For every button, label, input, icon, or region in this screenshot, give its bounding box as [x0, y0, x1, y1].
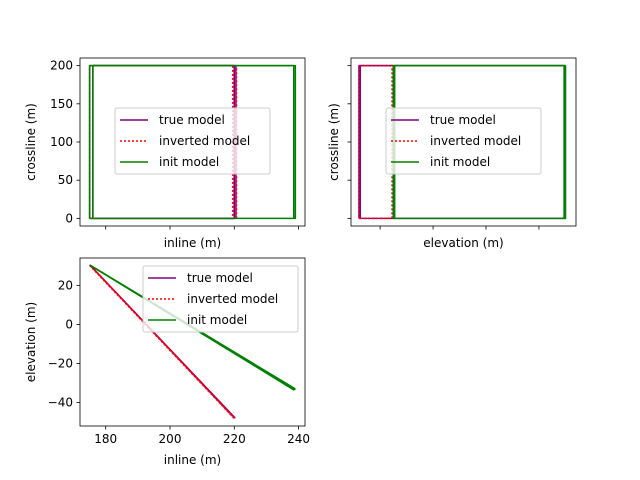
x-axis-label: inline (m): [164, 236, 221, 250]
y-tick-label: 50: [58, 173, 73, 187]
legend: true model inverted model init model: [142, 265, 299, 333]
series-inverted-model-line: [358, 64, 393, 220]
series-inverted-model-line: [89, 264, 235, 419]
legend-label: init model: [430, 155, 490, 169]
x-tick-label: 240: [287, 432, 310, 446]
y-tick-label: 100: [50, 135, 73, 149]
axes-frame: [79, 257, 306, 427]
y-tick-label: 0: [65, 211, 73, 225]
legend: true model inverted model init model: [385, 107, 542, 175]
chart-panel-3: 180 200 220 240 −40 −20 0 20 inline (m) elevation…: [24, 257, 310, 467]
y-axis-label: crossline (m): [24, 103, 38, 181]
legend-box: [114, 107, 271, 175]
x-tick-label: 200: [159, 432, 182, 446]
y-tick-label: 0: [65, 317, 73, 331]
series-inverted-model-line: [90, 265, 235, 419]
legend-label: true model: [159, 113, 225, 127]
x-tick-label: 220: [223, 432, 246, 446]
y-axis-label: elevation (m): [24, 302, 38, 382]
legend-box: [385, 107, 542, 175]
legend-label: inverted model: [159, 134, 250, 148]
y-tick-label: −20: [48, 356, 73, 370]
y-tick-label: 150: [50, 97, 73, 111]
y-tick-label: 20: [58, 278, 73, 292]
y-tick-label: 200: [50, 59, 73, 73]
series-init-model-line: [88, 64, 297, 220]
legend-label: true model: [187, 271, 253, 285]
legend-label: inverted model: [430, 134, 521, 148]
chart-panel-2: elevation (m) crossline (m) true model inve…: [327, 57, 577, 250]
legend-label: init model: [159, 155, 219, 169]
y-tick-label: −40: [48, 396, 73, 410]
legend-box: [142, 265, 299, 333]
x-tick-label: 180: [94, 432, 117, 446]
x-axis-label: inline (m): [164, 453, 221, 467]
x-axis-label: elevation (m): [423, 236, 503, 250]
series-init-model-line: [92, 64, 295, 219]
legend-label: true model: [430, 113, 496, 127]
chart-panel-1: 0 50 100 150 200 inline (m) crossline (m) true …: [24, 57, 306, 250]
y-axis-label: crossline (m): [327, 103, 341, 181]
legend-label: inverted model: [187, 292, 278, 306]
legend-label: init model: [187, 313, 247, 327]
legend: true model inverted model init model: [114, 107, 271, 175]
